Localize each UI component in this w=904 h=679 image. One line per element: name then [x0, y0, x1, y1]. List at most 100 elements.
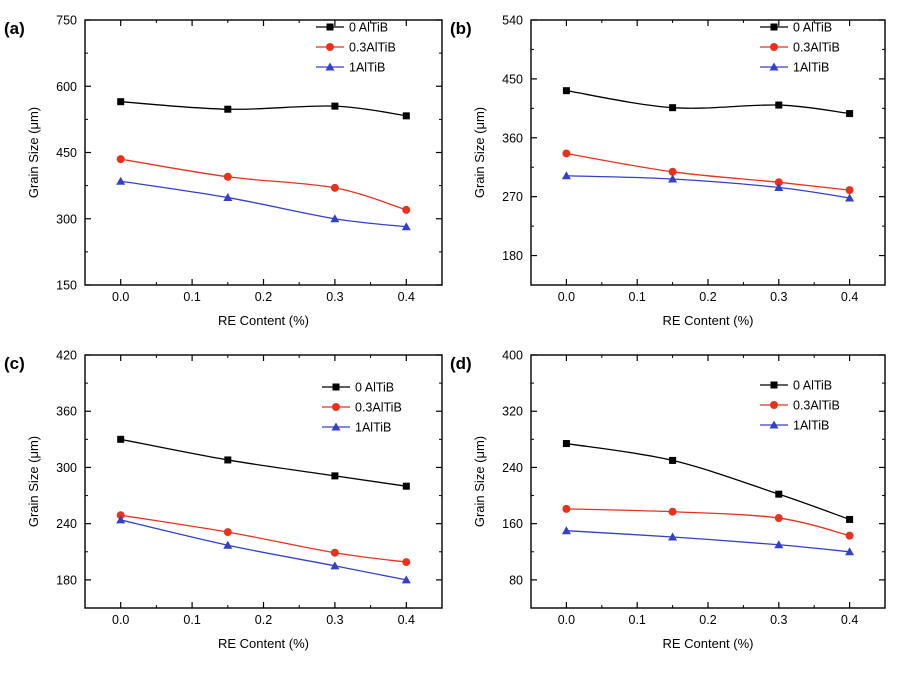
data-point: [223, 540, 233, 549]
y-tick-label: 240: [56, 517, 77, 531]
series: [562, 504, 854, 540]
data-point: [223, 172, 232, 181]
y-tick-label: 400: [502, 349, 523, 363]
legend: 0 AlTiB 0.3AlTiB 1AlTiB: [322, 381, 402, 435]
x-tick-label: 0.1: [629, 613, 646, 627]
plot-frame: [530, 19, 886, 286]
data-point: [402, 205, 411, 214]
data-point: [668, 507, 677, 516]
y-axis-title: Grain Size (μm): [26, 436, 41, 527]
legend-label: 0 AlTiB: [349, 21, 388, 35]
legend-marker: [326, 23, 334, 31]
y-tick-label: 300: [56, 461, 77, 475]
data-point: [330, 183, 339, 192]
data-point: [330, 214, 340, 223]
x-tick-label: 0.2: [255, 613, 272, 627]
data-point: [845, 547, 855, 556]
data-point: [224, 105, 232, 113]
series-line: [120, 180, 407, 228]
data-point: [561, 526, 571, 535]
data-point: [561, 171, 571, 180]
y-tick-label: 150: [56, 279, 77, 293]
y-tick-label: 600: [56, 80, 77, 94]
y-tick-label: 300: [56, 212, 77, 226]
series-line: [120, 438, 407, 487]
y-axis-title: Grain Size (μm): [472, 107, 487, 198]
series: [562, 87, 854, 118]
series-line: [120, 158, 407, 211]
series-line: [566, 530, 850, 553]
data-point: [116, 515, 126, 524]
data-point: [401, 222, 411, 231]
series-line: [566, 90, 850, 115]
data-point: [331, 102, 339, 110]
data-point: [330, 561, 340, 570]
plot-frame: [84, 19, 443, 286]
series: [561, 171, 855, 202]
x-axis-title: RE Content (%): [662, 636, 753, 651]
series-line: [566, 152, 850, 191]
x-tick-label: 0.0: [558, 290, 575, 304]
legend-label: 0 AlTiB: [793, 21, 832, 35]
y-tick-label: 270: [502, 190, 523, 204]
data-point: [116, 511, 125, 520]
legend-marker: [325, 62, 335, 71]
data-point: [330, 548, 339, 557]
legend-label: 0.3AlTiB: [349, 41, 396, 55]
x-tick-label: 0.0: [112, 613, 129, 627]
legend-label: 1AlTiB: [355, 421, 391, 435]
legend-marker: [332, 383, 340, 391]
y-tick-label: 420: [56, 349, 77, 363]
y-tick-label: 450: [56, 146, 77, 160]
data-point: [562, 87, 570, 95]
legend-label: 0.3AlTiB: [793, 399, 840, 413]
data-point: [846, 110, 854, 118]
x-tick-label: 0.4: [398, 613, 415, 627]
data-point: [845, 186, 854, 195]
plot-frame: [530, 354, 886, 609]
x-tick-label: 0.3: [326, 290, 343, 304]
data-point: [774, 514, 783, 523]
data-point: [402, 482, 410, 490]
data-point: [668, 174, 678, 183]
chart-panel: (b) 0.0 0.1 0.2 0.3 0.4 180 270 360 450 540 RE Cont…: [450, 14, 886, 328]
x-tick-label: 0.2: [255, 290, 272, 304]
y-tick-label: 320: [502, 405, 523, 419]
data-point: [774, 178, 783, 187]
panel-label: (a): [4, 19, 25, 38]
data-point: [224, 456, 232, 464]
data-point: [845, 193, 855, 202]
series: [562, 149, 854, 195]
x-tick-label: 0.1: [183, 290, 200, 304]
data-point: [117, 435, 125, 443]
legend-label: 1AlTiB: [349, 61, 385, 75]
x-tick-label: 0.0: [558, 613, 575, 627]
chart-panel: (d) 0.0 0.1 0.2 0.3 0.4 80 160 240 320 400 RE Conte…: [450, 349, 886, 651]
legend: 0 AlTiB 0.3AlTiB 1AlTiB: [760, 21, 840, 75]
x-tick-label: 0.2: [699, 290, 716, 304]
y-tick-label: 240: [502, 461, 523, 475]
legend-marker: [769, 420, 779, 429]
data-point: [562, 149, 571, 158]
data-point: [669, 456, 677, 464]
legend-marker: [326, 43, 334, 51]
x-tick-label: 0.4: [841, 290, 858, 304]
series-line: [566, 508, 850, 537]
x-tick-label: 0.1: [183, 613, 200, 627]
panel-label: (b): [450, 19, 472, 38]
x-tick-label: 0.0: [112, 290, 129, 304]
x-axis-title: RE Content (%): [218, 636, 309, 651]
legend-marker: [770, 43, 778, 51]
legend-marker: [770, 23, 778, 31]
data-point: [117, 98, 125, 106]
series-line: [566, 175, 850, 199]
data-point: [774, 540, 784, 549]
legend-label: 1AlTiB: [793, 61, 829, 75]
legend: 0 AlTiB 0.3AlTiB 1AlTiB: [316, 21, 396, 75]
data-point: [223, 528, 232, 537]
legend-label: 1AlTiB: [793, 419, 829, 433]
y-tick-label: 180: [56, 573, 77, 587]
data-point: [116, 155, 125, 164]
data-point: [401, 575, 411, 584]
series: [117, 435, 410, 490]
